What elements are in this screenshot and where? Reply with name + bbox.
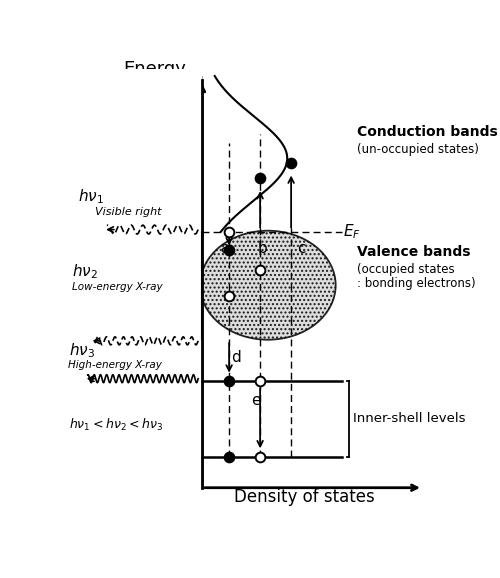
Text: $E_F$: $E_F$: [344, 223, 361, 241]
Text: e: e: [250, 394, 260, 409]
Text: (un-occupied states): (un-occupied states): [357, 143, 479, 156]
Ellipse shape: [200, 231, 336, 340]
Text: b: b: [257, 240, 267, 255]
Text: Conduction bands: Conduction bands: [357, 125, 498, 139]
Text: $h\nu_1 < h\nu_2 < h\nu_3$: $h\nu_1 < h\nu_2 < h\nu_3$: [70, 417, 164, 434]
Text: : bonding electrons): : bonding electrons): [357, 277, 476, 290]
Text: Valence bands: Valence bands: [357, 245, 470, 259]
Bar: [62, 69, 202, 514]
Text: Visible right: Visible right: [96, 207, 162, 217]
Text: Energy: Energy: [124, 60, 186, 78]
Text: c: c: [297, 240, 306, 255]
Text: $h\nu_3$: $h\nu_3$: [70, 341, 96, 360]
Text: d: d: [231, 350, 241, 365]
Text: Low-energy X-ray: Low-energy X-ray: [72, 283, 163, 292]
Text: $h\nu_1$: $h\nu_1$: [78, 187, 104, 206]
Text: Density of states: Density of states: [234, 488, 375, 506]
Text: a: a: [220, 240, 230, 255]
Text: High-energy X-ray: High-energy X-ray: [68, 360, 162, 370]
Text: Inner-shell levels: Inner-shell levels: [353, 412, 466, 425]
Text: (occupied states: (occupied states: [357, 263, 454, 276]
Text: $h\nu_2$: $h\nu_2$: [72, 262, 98, 281]
